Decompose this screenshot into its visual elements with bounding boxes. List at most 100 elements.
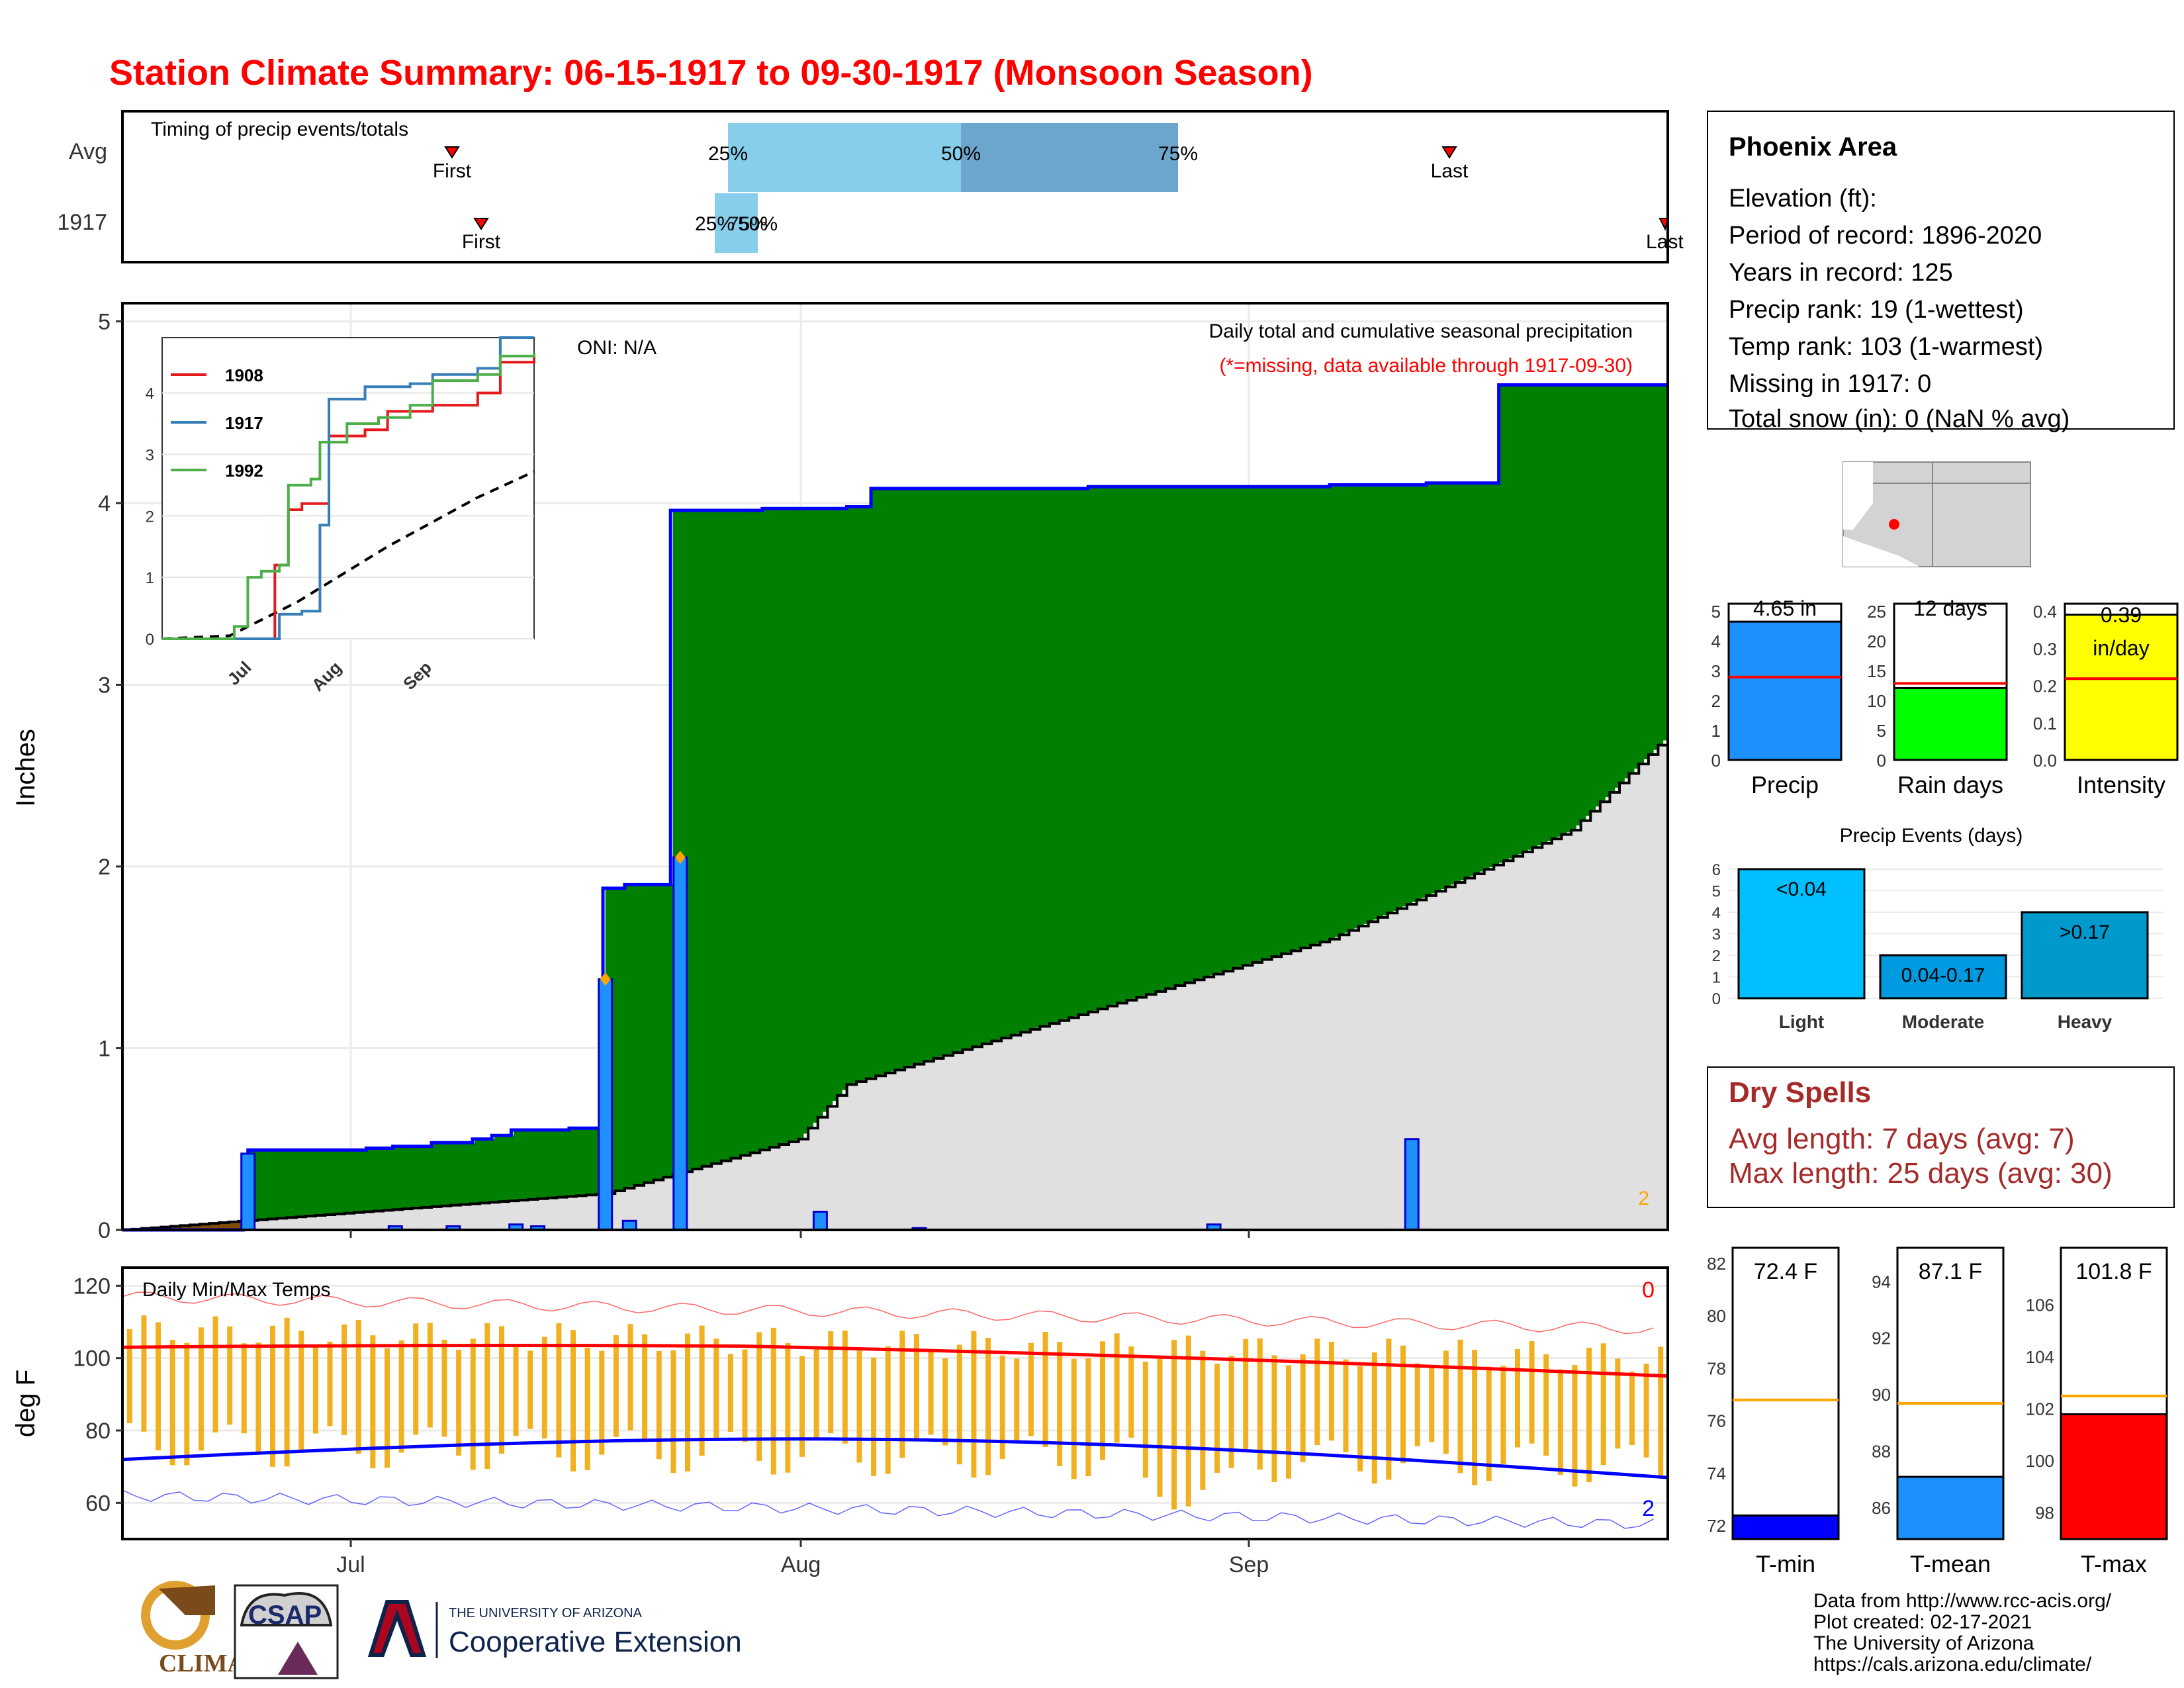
temp-bar [1343, 1359, 1349, 1452]
temp-bar [498, 1326, 504, 1454]
location-map [1843, 461, 2031, 567]
station-snow: Total snow (in): 0 (NaN % avg) [1729, 405, 2070, 433]
tmean-label: T-mean [1910, 1550, 1991, 1577]
events-bar-label: Moderate [1902, 1011, 1984, 1032]
footer-line-3: The University of Arizona [1813, 1632, 2034, 1654]
temp-summary-bars: 72 74 76 78 80 82 72.4 F T-min 86 88 90 92 94 87.1 F T… [1707, 1246, 2168, 1577]
temp-bar [913, 1334, 919, 1440]
inset-ytick-label: 4 [146, 385, 154, 403]
daily-precip-marker [600, 972, 611, 986]
tmean-ytick: 90 [1872, 1385, 1891, 1405]
temp-bar [1071, 1358, 1077, 1479]
tmax-ytick: 104 [2026, 1347, 2054, 1367]
temp-bar [355, 1320, 361, 1454]
inset-grid [162, 392, 534, 639]
year-iqr [715, 193, 758, 253]
temp-bar [1514, 1348, 1520, 1448]
inset-series-1992 [162, 353, 535, 640]
temp-bar [1572, 1365, 1578, 1487]
daily-precip-bar [598, 978, 614, 1231]
temp-bar [1429, 1366, 1435, 1442]
station-name: Phoenix Area [1729, 132, 1897, 162]
dry-spells-panel: Dry Spells Avg length: 7 days (avg: 7) M… [1707, 1066, 2175, 1208]
intensity-label: Intensity [2077, 771, 2165, 798]
temp-bar [1643, 1363, 1649, 1458]
raindays-ytick: 25 [1867, 602, 1886, 622]
temp-bar [1472, 1350, 1478, 1485]
daily-precip-bar [621, 1219, 637, 1231]
temp-bar [713, 1338, 719, 1438]
temp-xtick-label: Sep [1229, 1552, 1269, 1577]
temp-bar [284, 1317, 290, 1467]
temp-bar [1615, 1358, 1621, 1449]
chart-title: Station Climate Summary: 06-15-1917 to 0… [109, 53, 1313, 93]
temp-bar [1171, 1340, 1177, 1510]
avg-last-marker [1441, 146, 1457, 159]
tmean-ytick: 88 [1872, 1442, 1891, 1462]
avg-first-label: First [433, 160, 472, 182]
events-bar-light [1737, 868, 1866, 1000]
daily-precip-bar [812, 1211, 828, 1231]
precip-panel: 0 1 2 3 4 5 Inches ONI: N/A Daily total and c… [11, 302, 1669, 1243]
precip-ytick-label: 4 [98, 491, 111, 516]
temp-y-ticks: 60 80 100 120 [73, 1274, 122, 1516]
temp-bar [613, 1335, 619, 1437]
legend-label-1917: 1917 [225, 413, 263, 433]
raindays-ytick: 20 [1867, 632, 1886, 651]
temp-bar [1386, 1338, 1392, 1480]
temp-ytick-label: 60 [85, 1491, 111, 1516]
tmax-label: T-max [2081, 1550, 2147, 1577]
year-last-marker [1659, 218, 1669, 231]
dry-spells-title: Dry Spells [1729, 1076, 1871, 1109]
inset-legend: 1908 1917 1992 [171, 365, 263, 481]
temp-bar [756, 1332, 762, 1461]
temp-bar [1099, 1341, 1105, 1460]
temp-bar [541, 1336, 547, 1439]
station-location-dot [1889, 519, 1899, 530]
temp-bar [642, 1334, 648, 1440]
temp-bar [1586, 1347, 1592, 1483]
temp-bar [599, 1350, 605, 1455]
oni-label: ONI: N/A [577, 337, 657, 359]
events-ytick: 3 [1712, 926, 1721, 944]
temp-bar [971, 1331, 977, 1478]
avg-min-line [122, 1437, 1668, 1479]
events-bar-range: >0.17 [2060, 921, 2110, 943]
station-elevation: Elevation (ft): [1729, 185, 1877, 212]
tmax-ytick: 102 [2026, 1399, 2054, 1419]
temp-bar [470, 1338, 476, 1470]
temp-bar [1257, 1338, 1263, 1470]
temp-bar [456, 1350, 462, 1456]
inset-ytick-label: 3 [146, 446, 154, 464]
station-info-panel: Phoenix Area Elevation (ft): Period of r… [1707, 111, 2175, 433]
tmean-value: 87.1 F [1919, 1259, 1982, 1284]
temp-bar [141, 1315, 147, 1432]
timing-panel: Timing of precip events/totals Avg 1917 … [57, 110, 1684, 263]
record-max-count: 0 [1642, 1278, 1655, 1303]
temp-bar [1185, 1335, 1191, 1507]
avg-p25: 25% [708, 143, 748, 165]
temp-bar [742, 1349, 748, 1442]
temp-bar [270, 1325, 276, 1467]
precip-ytick: 0 [1711, 751, 1721, 771]
raindays-bar [1893, 686, 2008, 761]
temp-bar [427, 1323, 433, 1428]
logos: CLIMAS CSAP THE UNIVERSITY OF ARIZONA Co… [141, 1581, 742, 1679]
temp-bar [156, 1322, 161, 1450]
precip-ytick-label: 3 [98, 673, 111, 698]
precip-subtitle: Daily total and cumulative seasonal prec… [1209, 320, 1633, 342]
temp-bar [1243, 1338, 1249, 1451]
tmean-ytick: 94 [1872, 1272, 1891, 1291]
temp-bar [198, 1327, 204, 1451]
timing-row-year: 1917 [57, 210, 107, 235]
temp-bar [1028, 1342, 1034, 1436]
precip-y-label: Inches [11, 729, 40, 807]
precip-ytick: 3 [1711, 661, 1721, 681]
avg-cumulative-line [122, 735, 1669, 1231]
station-temp-rank: Temp rank: 103 (1-warmest) [1729, 333, 2043, 361]
daily-temp-bars [126, 1315, 1664, 1510]
daily-precip-bar [1404, 1138, 1420, 1231]
events-title: Precip Events (days) [1840, 825, 2023, 847]
tmin-ytick: 74 [1707, 1464, 1726, 1483]
tmax-value: 101.8 F [2075, 1259, 2152, 1284]
